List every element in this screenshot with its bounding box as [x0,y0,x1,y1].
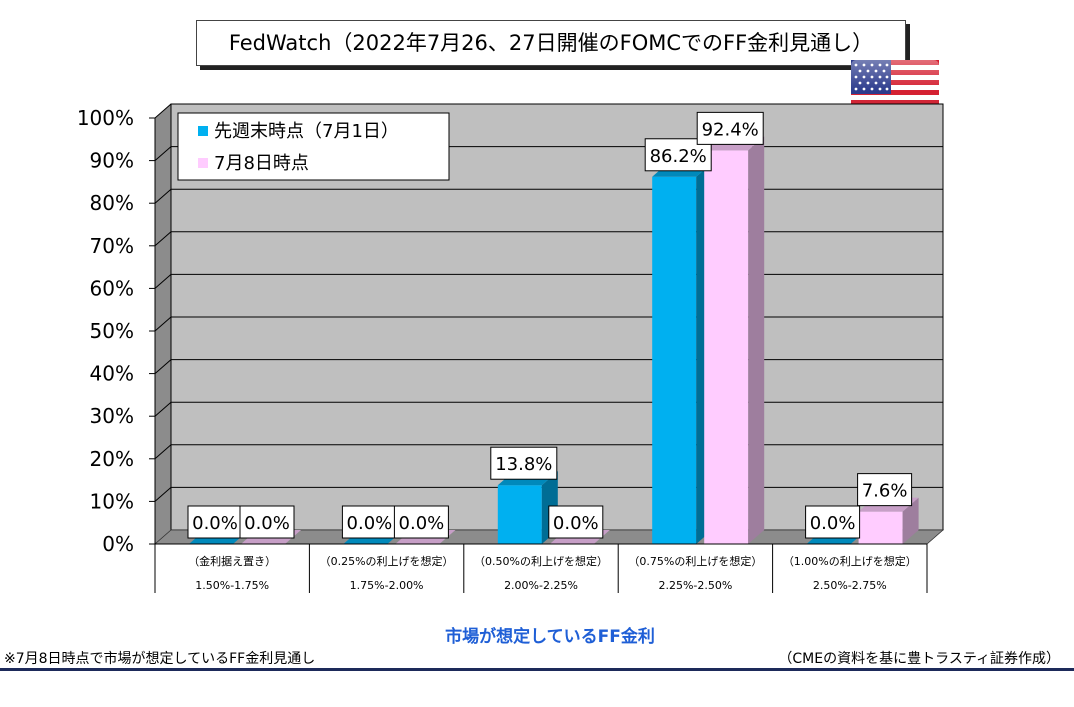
y-tick-label: 10% [90,489,134,513]
category-label-line2: 2.25%-2.50% [658,579,732,592]
data-label-text: 86.2% [650,146,707,167]
category-label-line2: 2.00%-2.25% [504,579,578,592]
legend-label-series-2: 7月8日時点 [214,153,309,174]
y-axis-ticks: 0% 10% 20% 30% 40% 50% 60% 70% 80% 90% 100% [77,106,156,556]
data-label: 0.0% [187,505,243,539]
category-label-line1: （金利据え置き） [188,554,276,568]
data-label-box [490,446,558,480]
data-label-box [857,473,913,507]
data-label-box [393,505,449,539]
y-tick-label: 30% [90,404,134,428]
data-label-box [805,505,861,539]
gridline-side [154,274,172,289]
data-label: 0.0% [239,505,295,539]
legend: 先週末時点（7月1日） 7月8日時点 [177,112,450,181]
data-label-box [187,505,243,539]
data-label: 0.0% [548,505,604,539]
legend-swatch-series-1 [198,126,208,136]
data-label-text: 0.0% [347,513,393,534]
gridline-side [154,401,172,417]
category-label-line1: （0.50%の利上げを想定） [474,554,608,568]
bar-side [902,497,919,544]
y-tick-label: 70% [90,234,134,258]
data-label-text: 92.4% [702,119,759,140]
y-tick-label: 90% [90,149,134,173]
data-label-box [548,505,604,539]
data-label-box [239,505,295,539]
data-label: 0.0% [393,505,449,539]
footnote: ※7月8日時点で市場が想定しているFF金利見通し [4,651,316,667]
gridline-side [154,231,172,247]
category-label-line1: （1.00%の利上げを想定） [783,554,917,568]
category-label-line2: 2.50%-2.75% [813,579,887,592]
data-label: 92.4% [696,111,764,145]
bar-front [497,485,542,544]
category-label-line1: （0.75%の利上げを想定） [628,554,762,568]
gridline-side [154,316,172,332]
y-tick-label: 50% [90,319,134,343]
gridline-side [154,146,172,161]
bar-front [704,150,749,544]
legend-swatch-series-2 [198,158,208,168]
y-tick-label: 80% [90,191,134,215]
bar-side [748,136,765,544]
y-tick-label: 100% [77,106,134,130]
legend-label-series-1: 先週末時点（7月1日） [214,121,399,142]
data-label-box [341,505,397,539]
data-label-text: 0.0% [244,513,290,534]
bar-front [858,511,903,544]
data-label: 13.8% [490,446,558,480]
data-label-text: 0.0% [810,513,856,534]
gridline-side [154,103,172,119]
x-axis-title: 市場が想定しているFF金利 [445,627,655,647]
category-table: （金利据え置き） 1.50%-1.75% （0.25%の利上げを想定） 1.75%-2… [154,543,928,593]
data-label: 0.0% [341,505,397,539]
chart-title: FedWatch（2022年7月26、27日開催のFOMCでのFF金利見通し） [196,20,906,66]
gridline-side [154,444,172,460]
category-label-line2: 1.75%-2.00% [350,579,424,592]
data-label: 7.6% [857,473,913,507]
gridline-side [154,188,172,204]
y-tick-label: 0% [102,532,134,556]
y-tick-label: 60% [90,276,134,300]
legend-box [177,112,450,181]
data-label: 0.0% [805,505,861,539]
data-label-text: 13.8% [495,454,552,475]
source-note: （CMEの資料を基に豊トラスティ証券作成） [778,651,1060,667]
gridline-side [154,359,172,374]
data-label-text: 0.0% [399,513,445,534]
data-labels: 0.0% 0.0% 13.8% 86.2% 0.0% 0.0% 0.0% 0.0% 92.4% 7… [187,111,913,539]
category-label-line2: 1.50%-1.75% [195,579,269,592]
data-label-text: 0.0% [192,513,238,534]
bottom-divider [0,668,1074,671]
bar-series-2 [704,136,765,544]
data-label-box [696,111,764,145]
bar-series-1 [652,162,713,544]
data-label-text: 7.6% [862,481,908,502]
data-label-text: 0.0% [553,513,599,534]
category-label-line1: （0.25%の利上げを想定） [320,554,454,568]
bar-front [652,176,697,544]
gridline-side [154,487,172,502]
y-tick-label: 40% [90,362,134,386]
y-tick-label: 20% [90,447,134,471]
